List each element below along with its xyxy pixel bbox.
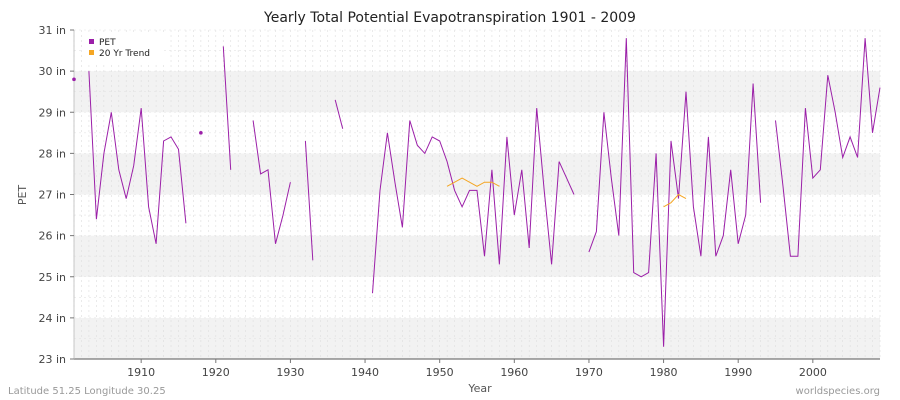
y-tick-label-31: 31 in [38,24,66,37]
y-tick-label-25: 25 in [38,271,66,284]
pet-line-segment-6 [334,99,344,129]
x-axis-label: Year [467,382,492,395]
y-tick-label-29: 29 in [38,106,66,119]
x-tick-label-1910: 1910 [127,366,155,379]
trend-line-segment-0 [446,177,500,187]
legend-label-trend: 20 Yr Trend [99,49,150,59]
x-tick-label-1940: 1940 [351,366,379,379]
legend-box [84,35,164,63]
trend-line-segment-1 [663,193,687,208]
x-tick-label-1960: 1960 [500,366,528,379]
x-tick-label-1990: 1990 [724,366,752,379]
pet-point-1901 [72,77,76,82]
x-tick-label-1980: 1980 [650,366,678,379]
pet-point-1918 [199,131,203,135]
legend-swatch-pet [89,39,94,44]
footer-location: Latitude 51.25 Longitude 30.25 [8,386,166,397]
y-tick-label-26: 26 in [38,230,66,243]
pet-line-segment-5 [304,140,314,261]
series-layer [72,38,881,347]
chart-title: Yearly Total Potential Evapotranspiratio… [263,10,636,26]
y-tick-label-27: 27 in [38,189,66,202]
pet-line-segment-8 [588,38,762,347]
pet-line-segment-3 [222,46,232,170]
pet-line-segment-7 [372,108,575,294]
pet-line-segment-9 [775,38,881,257]
y-tick-label-23: 23 in [38,353,66,366]
x-tick-label-1970: 1970 [575,366,603,379]
y-tick-label-30: 30 in [38,65,66,78]
legend-swatch-trend [89,50,94,55]
footer-source: worldspecies.org [796,386,880,397]
legend: PET 20 Yr Trend [84,35,164,63]
y-axis-ticks: 23 in 24 in 25 in 26 in 27 in 28 in 29 in 30 in… [38,24,74,366]
x-axis-ticks: 1910 1920 1930 1940 1950 1960 1970 1980 1990 2000 [127,359,827,379]
pet-line-segment-1 [88,71,187,244]
y-axis-label: PET [16,185,29,206]
legend-label-pet: PET [99,38,116,48]
x-tick-label-1950: 1950 [426,366,454,379]
x-tick-label-2000: 2000 [799,366,827,379]
y-tick-label-24: 24 in [38,312,66,325]
pet-line-segment-4 [252,120,291,244]
x-tick-label-1920: 1920 [202,366,230,379]
y-tick-label-28: 28 in [38,147,66,160]
x-tick-label-1930: 1930 [276,366,304,379]
